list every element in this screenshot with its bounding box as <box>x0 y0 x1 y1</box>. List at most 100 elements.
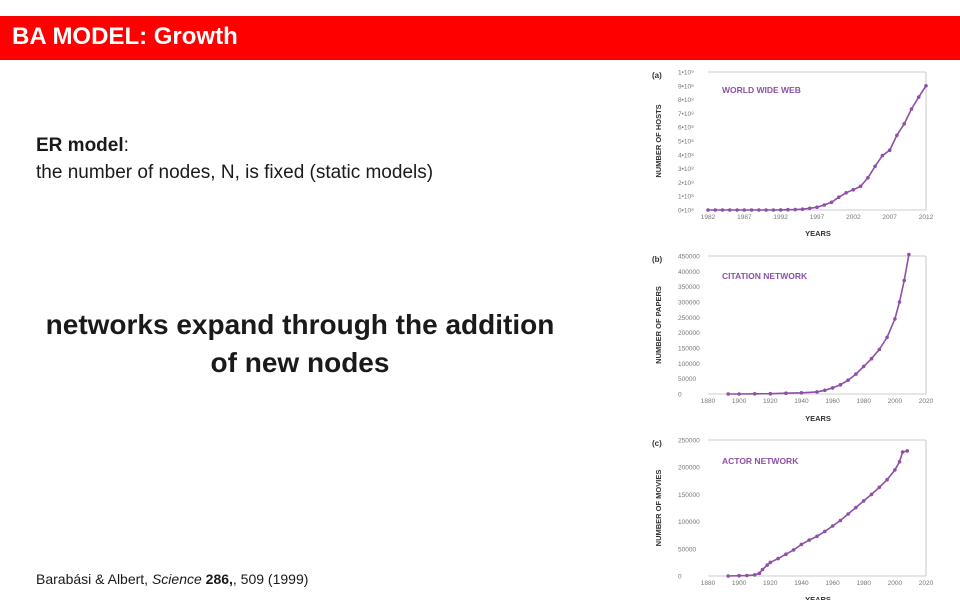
actor-data-point <box>893 468 897 472</box>
citation-x-tick-label: 1900 <box>732 398 747 405</box>
actor-data-point <box>768 560 773 565</box>
www-x-axis-label: YEARS <box>805 229 831 238</box>
www-y-tick-label: 5•10⁸ <box>678 139 694 146</box>
er-model-description: the number of nodes, N, is fixed (static… <box>36 162 434 183</box>
actor-x-tick-label: 1980 <box>856 580 871 587</box>
actor-data-point <box>830 524 835 528</box>
citation-x-tick-label: 1960 <box>825 398 840 405</box>
slide-title: BA MODEL: Growth <box>12 23 238 50</box>
www-data-point <box>851 187 856 192</box>
actor-data-point <box>861 499 866 503</box>
citation-x-axis-label: YEARS <box>805 414 831 423</box>
citation-authors: Barabási & Albert, <box>36 571 152 587</box>
actor-y-tick-label: 150000 <box>678 492 700 499</box>
www-x-tick-label: 2002 <box>846 214 861 221</box>
actor-data-point <box>791 548 796 552</box>
actor-data-point <box>784 552 788 556</box>
www-data-point <box>873 164 877 169</box>
www-y-tick-label: 0•10⁸ <box>678 208 694 215</box>
actor-data-point <box>799 542 804 547</box>
citation-data-point <box>885 335 889 340</box>
www-data-point <box>815 205 819 209</box>
er-model-label: ER model: <box>36 135 129 157</box>
citation-data-point <box>854 372 858 376</box>
citation-y-axis-label: NUMBER OF PAPERS <box>654 286 663 364</box>
actor-data-point <box>776 556 780 561</box>
citation-data-point <box>823 388 827 393</box>
actor-y-axis-label: NUMBER OF MOVIES <box>654 470 663 547</box>
citation-y-tick-label: 450000 <box>678 254 700 261</box>
www-data-point <box>909 107 914 111</box>
headline-line-1: networks expand through the addition <box>45 309 555 340</box>
actor-data-point <box>737 573 741 578</box>
actor-x-tick-label: 2000 <box>888 580 903 587</box>
citation: Barabási & Albert, Science 286,, 509 (19… <box>36 571 309 587</box>
citation-y-tick-label: 250000 <box>678 315 700 322</box>
citation-data-point <box>893 317 897 321</box>
www-y-tick-label: 9•10⁸ <box>678 83 694 90</box>
actor-chart-title: ACTOR NETWORK <box>722 456 799 466</box>
www-data-point <box>822 203 827 207</box>
actor-panel-label: (c) <box>652 439 662 448</box>
citation-y-tick-label: 350000 <box>678 284 700 291</box>
growth-charts-figure: (a) WORLD WIDE WEB 0•10⁸ 1•10⁸ 2•10⁸ 3•10⁸ 4•1… <box>652 70 934 600</box>
actor-x-axis-label: YEARS <box>805 595 831 600</box>
actor-data-point <box>760 567 765 572</box>
actor-data-point <box>765 563 769 567</box>
citation-data-point <box>815 390 819 394</box>
www-x-tick-label: 1997 <box>810 214 825 221</box>
citation-data-point <box>830 386 835 390</box>
citation-data-point <box>869 356 874 361</box>
www-y-tick-label: 3•10⁸ <box>678 166 694 173</box>
actor-y-tick-label: 0 <box>678 574 682 581</box>
citation-data-point <box>737 392 741 396</box>
www-data-point <box>829 200 834 205</box>
www-data-point <box>895 133 899 138</box>
www-data-point <box>902 122 906 126</box>
www-data-point <box>887 148 892 152</box>
citation-data-point <box>861 364 866 369</box>
actor-data-point <box>846 512 850 516</box>
actor-x-tick-label: 1960 <box>825 580 840 587</box>
www-x-tick-label: 2007 <box>882 214 897 221</box>
actor-data-point <box>752 573 757 577</box>
www-data-point <box>749 208 754 212</box>
www-data-point <box>735 208 739 212</box>
citation-data-point <box>752 392 757 396</box>
actor-x-tick-label: 1900 <box>732 580 747 587</box>
citation-x-tick-label: 1920 <box>763 398 778 405</box>
citation-x-tick-label: 1940 <box>794 398 809 405</box>
citation-y-tick-label: 400000 <box>678 269 700 276</box>
citation-x-tick-label: 2020 <box>919 398 934 405</box>
www-data-point <box>858 184 863 189</box>
www-y-tick-label: 6•10⁸ <box>678 125 694 132</box>
www-data-point <box>844 191 848 195</box>
citation-data-point <box>799 391 804 395</box>
www-y-tick-label: 8•10⁸ <box>678 97 694 104</box>
actor-data-point <box>897 460 902 464</box>
citation-series-line <box>728 254 910 395</box>
actor-x-tick-label: 2020 <box>919 580 934 587</box>
actor-data-point <box>823 529 827 534</box>
citation-y-tick-label: 200000 <box>678 330 700 337</box>
citation-panel-label: (b) <box>652 255 663 264</box>
citation-y-tick-label: 100000 <box>678 361 700 368</box>
www-x-tick-label: 1982 <box>701 214 716 221</box>
actor-x-tick-label: 1880 <box>701 580 716 587</box>
www-data-point <box>713 208 718 212</box>
www-data-point <box>757 208 761 212</box>
citation-data-point <box>907 252 911 257</box>
www-x-tick-label: 2012 <box>919 214 934 221</box>
www-data-point <box>924 84 928 88</box>
actor-series-line <box>728 450 908 577</box>
actor-data-point <box>900 450 905 454</box>
headline: networks expand through the addition of … <box>0 306 600 382</box>
www-data-point <box>793 207 797 212</box>
www-series-line <box>708 85 927 211</box>
www-data-point <box>786 207 790 212</box>
actor-x-tick-label: 1920 <box>763 580 778 587</box>
www-y-axis-label: NUMBER OF HOSTS <box>654 104 663 177</box>
www-data-point <box>720 208 725 212</box>
actor-data-point <box>885 477 889 482</box>
actor-x-tick-label: 1940 <box>794 580 809 587</box>
